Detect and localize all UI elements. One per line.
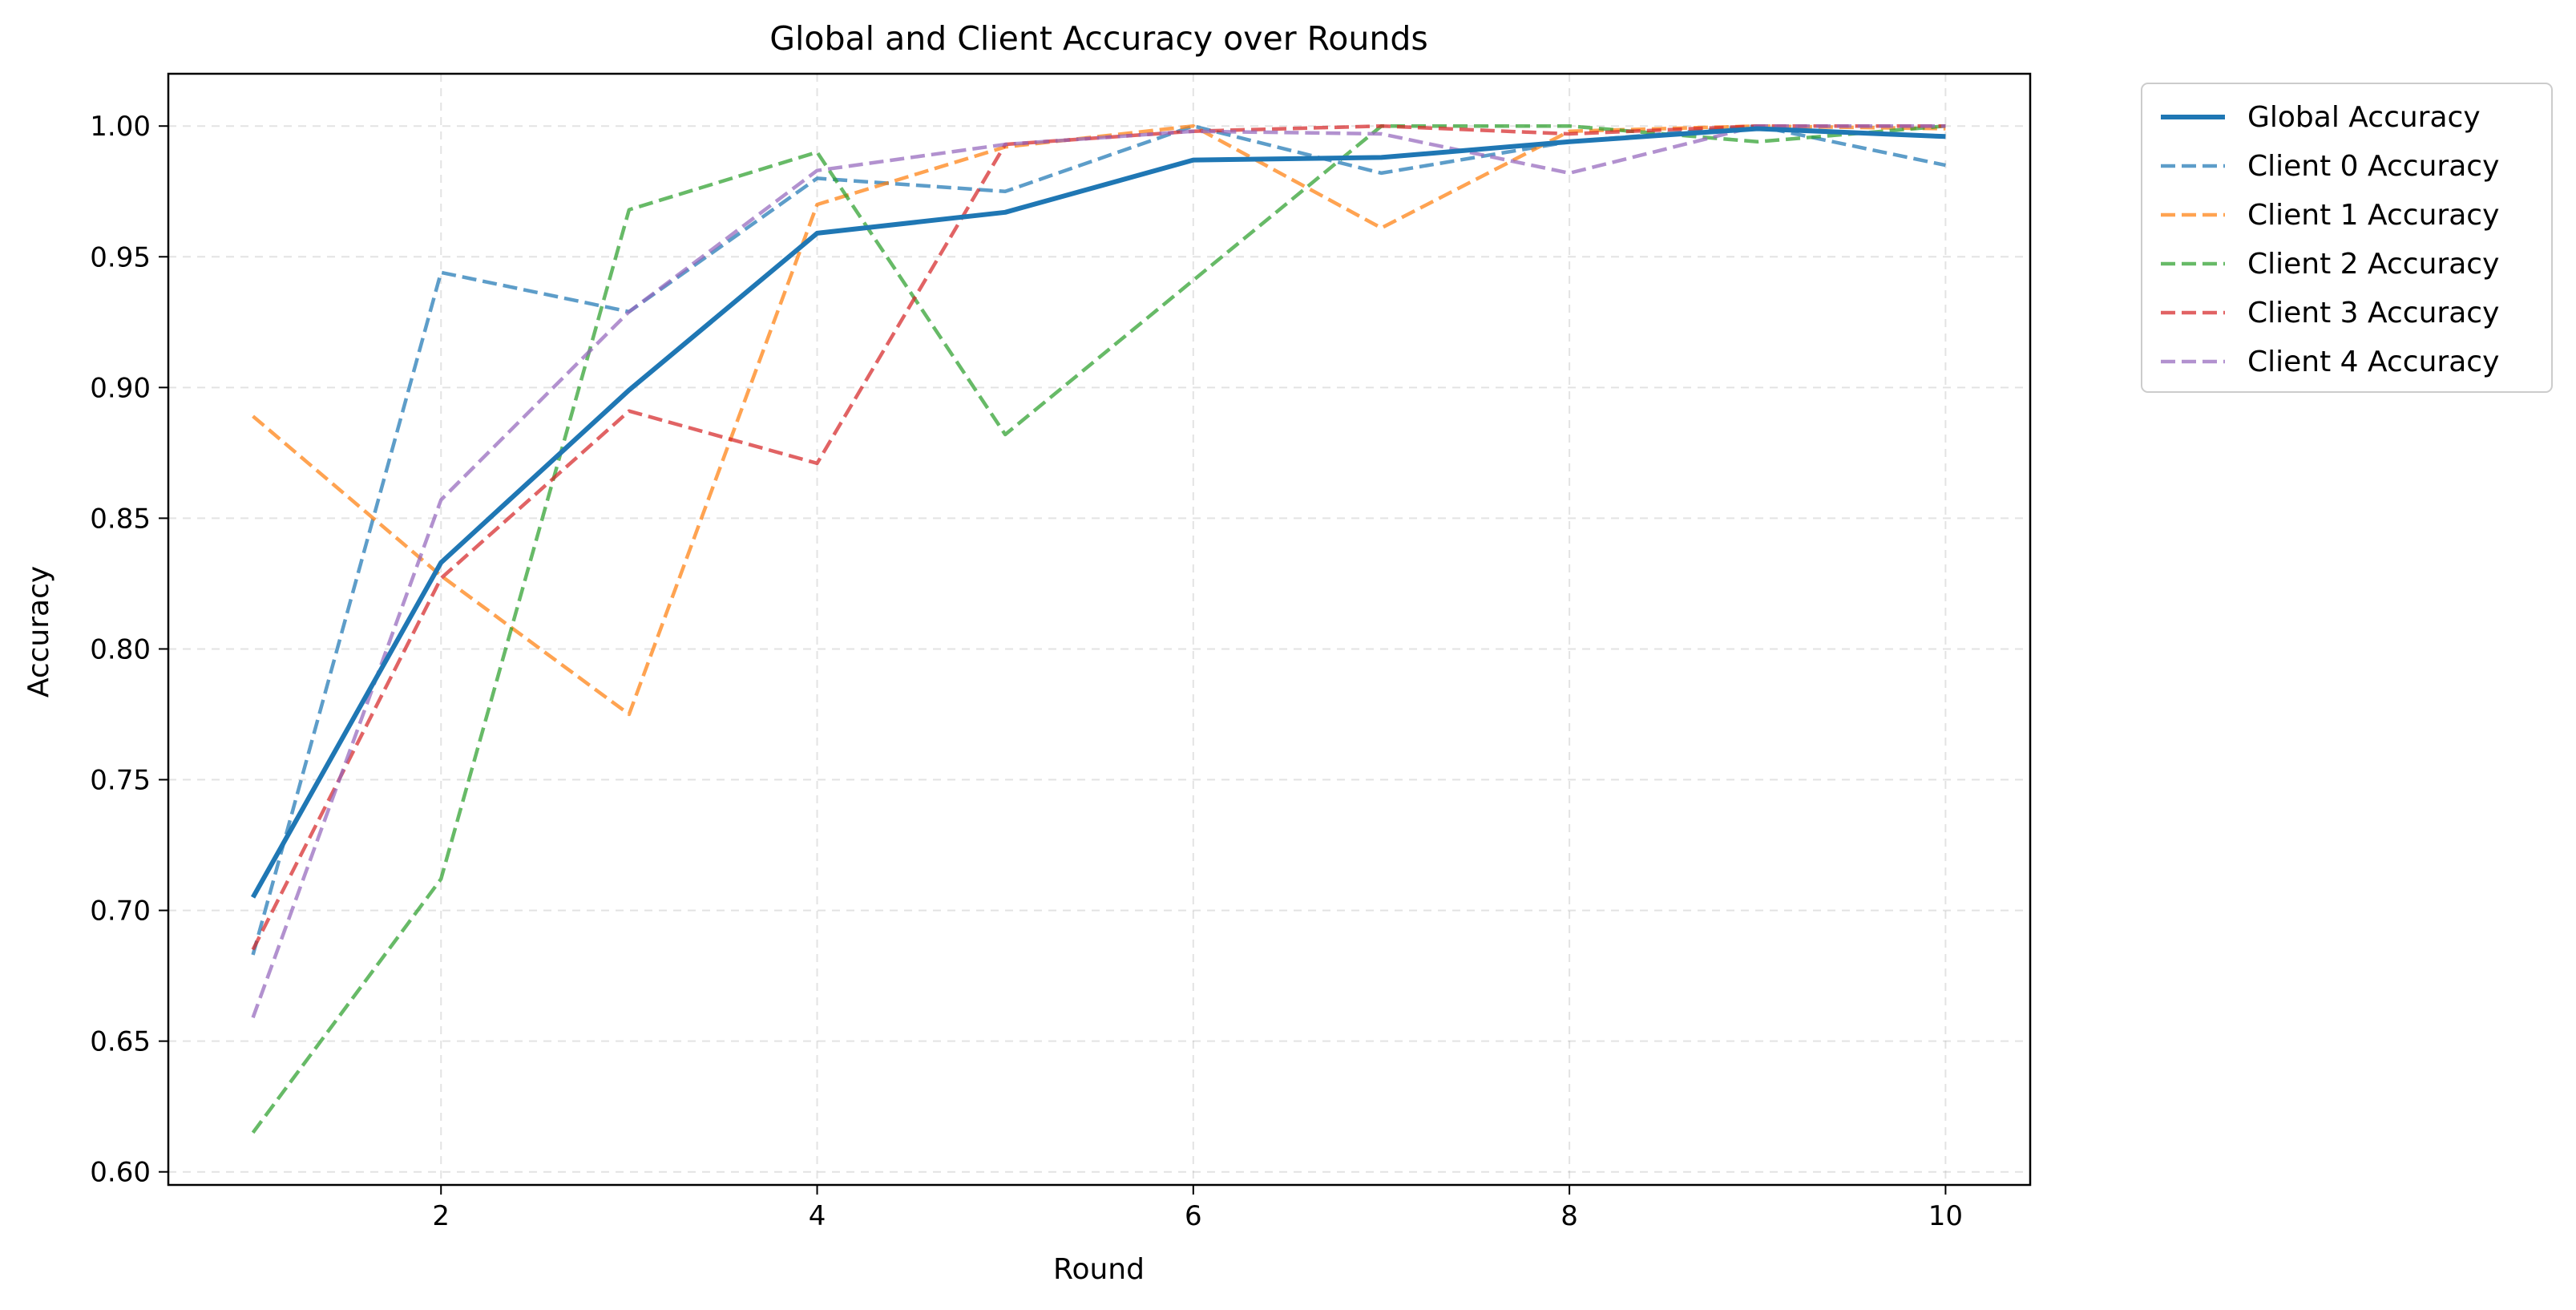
y-tick-label: 0.65 bbox=[90, 1026, 151, 1058]
legend-label: Client 0 Accuracy bbox=[2247, 150, 2499, 183]
chart-title: Global and Client Accuracy over Rounds bbox=[769, 19, 1427, 58]
plot-frame bbox=[167, 72, 2032, 1187]
series-line-client-2 bbox=[251, 123, 1946, 1134]
series-line-client-3 bbox=[251, 123, 1946, 951]
series-line-client-0 bbox=[251, 123, 1946, 956]
legend-label: Client 1 Accuracy bbox=[2247, 199, 2499, 232]
y-axis-label: Accuracy bbox=[22, 566, 55, 697]
x-tick-label: 4 bbox=[809, 1200, 826, 1232]
x-tick-label: 6 bbox=[1185, 1200, 1202, 1232]
legend-box bbox=[2141, 83, 2553, 393]
x-tick-label: 10 bbox=[1928, 1200, 1963, 1232]
x-tick-label: 2 bbox=[432, 1200, 450, 1232]
x-axis-label: Round bbox=[1053, 1253, 1145, 1286]
series-line-global bbox=[250, 126, 1946, 899]
legend: Global Accuracy Client 0 Accuracy Client 1… bbox=[2141, 83, 2553, 393]
x-tick-label: 8 bbox=[1561, 1200, 1578, 1232]
legend-label: Client 3 Accuracy bbox=[2247, 297, 2499, 330]
y-tick-label: 1.00 bbox=[90, 111, 151, 143]
y-tick-label: 0.80 bbox=[90, 633, 151, 665]
y-tick-label: 0.90 bbox=[90, 372, 151, 404]
y-tick-label: 0.70 bbox=[90, 896, 151, 928]
y-tick-label: 0.75 bbox=[90, 765, 151, 797]
legend-label: Client 2 Accuracy bbox=[2247, 248, 2499, 281]
y-tick-label: 0.95 bbox=[90, 241, 151, 273]
series-line-client-4 bbox=[251, 123, 1946, 1019]
legend-label: Client 4 Accuracy bbox=[2247, 346, 2499, 378]
y-tick-label: 0.60 bbox=[90, 1157, 151, 1189]
legend-label: Global Accuracy bbox=[2247, 101, 2481, 134]
y-tick-label: 0.85 bbox=[90, 503, 151, 535]
series-line-client-1 bbox=[252, 123, 1946, 717]
